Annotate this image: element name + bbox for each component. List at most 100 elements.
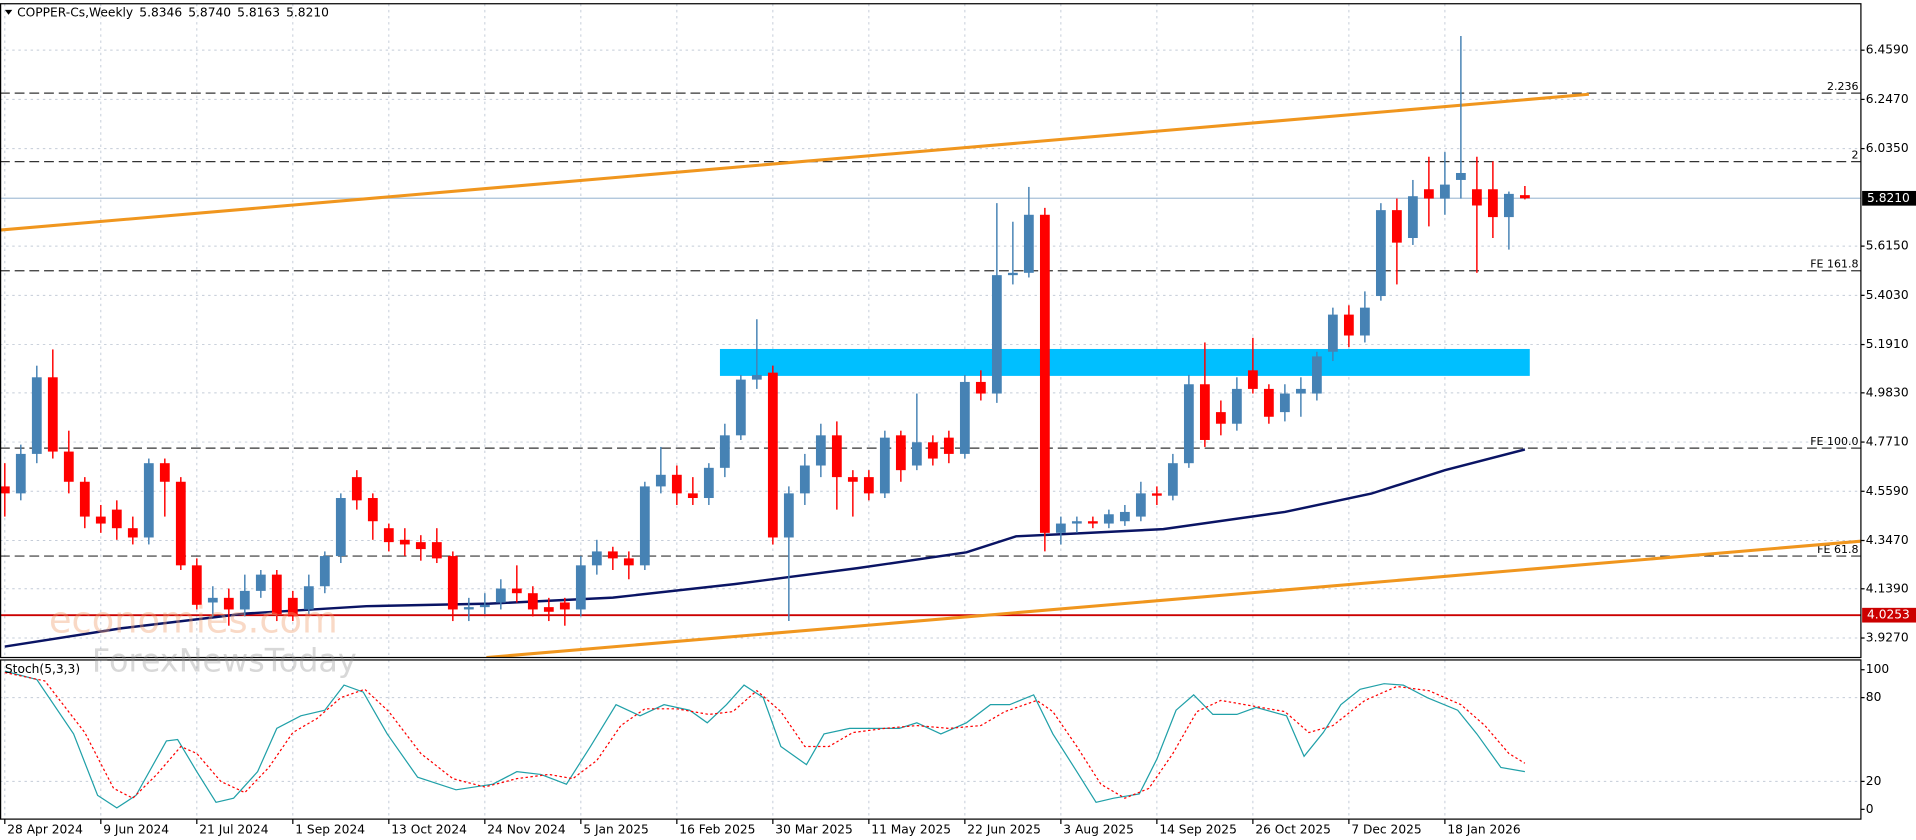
candle-body (799, 465, 810, 494)
candle-body (1407, 196, 1418, 238)
candle-body (879, 437, 890, 494)
candle-body (495, 588, 506, 603)
main-frame (0, 3, 1862, 659)
candle-body (1007, 272, 1018, 276)
x-tick-label: 13 Oct 2024 (391, 823, 467, 837)
candle-body (1135, 493, 1146, 517)
candle-body (703, 467, 714, 499)
candle-body (175, 481, 186, 566)
candle-body (1071, 521, 1082, 524)
candle-body (1199, 384, 1210, 440)
candle-body (1039, 214, 1050, 533)
x-tick-label: 5 Jan 2025 (583, 823, 649, 837)
high-value: 5.8740 (188, 5, 231, 19)
candle-body (575, 565, 586, 610)
x-tick-label: 22 Jun 2025 (967, 823, 1041, 837)
x-tick-label: 21 Jul 2024 (199, 823, 268, 837)
x-tick-label: 9 Jun 2024 (103, 823, 169, 837)
candle-body (1183, 384, 1194, 464)
x-tick-label: 11 May 2025 (871, 823, 951, 837)
candle-body (527, 593, 538, 610)
candle-body (95, 516, 106, 524)
y-tick-label: 6.4590 (1866, 43, 1909, 57)
y-tick-label: 20 (1866, 774, 1882, 788)
trendline (486, 539, 1861, 658)
candle-body (1439, 184, 1450, 199)
candle-body (975, 381, 986, 394)
candle-body (383, 528, 394, 543)
moving-average (4, 448, 1526, 648)
candle-body (1503, 193, 1514, 218)
candle-body (0, 486, 10, 494)
candle-body (127, 528, 138, 538)
x-tick-label: 1 Sep 2024 (295, 823, 365, 837)
stoch-line (4, 671, 1526, 799)
y-tick-label: 4.9830 (1866, 385, 1909, 399)
candle-body (367, 498, 378, 522)
candle-body (1423, 189, 1434, 199)
candle-body (159, 463, 170, 482)
x-tick-label: 24 Nov 2024 (487, 823, 566, 837)
candle-body (63, 451, 74, 482)
candle-body (79, 481, 90, 517)
candle-body (399, 539, 410, 545)
chart-header: COPPER-Cs,Weekly 5.8346 5.8740 5.8163 5.8210 (17, 5, 329, 19)
candle-body (1151, 493, 1162, 496)
candle-body (207, 597, 218, 603)
y-tick-label: 6.2470 (1866, 92, 1909, 106)
candle-body (271, 574, 282, 615)
candle-body (927, 442, 938, 459)
candle-body (943, 437, 954, 454)
candle-body (1215, 412, 1226, 424)
candle-body (1519, 195, 1530, 199)
candle-body (303, 586, 314, 610)
support-label: 4.0253 (1867, 608, 1910, 622)
current-price-label: 5.8210 (1867, 191, 1910, 205)
x-tick-label: 3 Aug 2025 (1063, 823, 1134, 837)
candle-body (831, 435, 842, 478)
watermark: economies.com (49, 599, 338, 642)
candle-body (671, 474, 682, 494)
candle-body (863, 477, 874, 494)
y-tick-label: 4.1390 (1866, 581, 1909, 595)
candle-body (895, 435, 906, 471)
y-tick-label: 100 (1866, 662, 1889, 676)
candle-body (1359, 307, 1370, 336)
candle-body (31, 377, 42, 454)
candle-body (1375, 210, 1386, 297)
candle-body (1487, 189, 1498, 218)
fib-level-label: FE 61.8 (1817, 543, 1858, 556)
candle-body (991, 275, 1002, 394)
candle-body (1391, 210, 1402, 243)
candle-body (15, 453, 26, 494)
candle-body (1295, 388, 1306, 394)
candle-body (1471, 189, 1482, 206)
candle-body (47, 377, 58, 452)
fib-level-label: 2.236 (1827, 80, 1858, 93)
candle-body (1455, 172, 1466, 180)
y-tick-label: 6.0350 (1866, 141, 1909, 155)
collapse-arrow (4, 9, 13, 15)
y-tick-label: 0 (1866, 802, 1874, 816)
candle-body (623, 558, 634, 566)
candle-body (447, 556, 458, 610)
candle-body (735, 379, 746, 436)
candle-body (1263, 388, 1274, 417)
candle-body (479, 604, 490, 608)
stoch-frame (0, 659, 1862, 820)
candle-body (719, 435, 730, 468)
candle-body (687, 493, 698, 499)
candle-body (111, 509, 122, 529)
y-tick-label: 5.4030 (1866, 288, 1909, 302)
candle-body (511, 588, 522, 594)
fib-level-label: 2 (1851, 148, 1858, 161)
stoch-title: Stoch(5,3,3) (5, 662, 80, 676)
candle-body (543, 607, 554, 612)
axes: 6.4590 6.2470 6.0350 5.6150 5.4030 5.1910 4.98… (4, 43, 1916, 837)
candle-body (1055, 523, 1066, 533)
x-tick-label: 26 Oct 2025 (1255, 823, 1331, 837)
candle-body (751, 374, 762, 380)
